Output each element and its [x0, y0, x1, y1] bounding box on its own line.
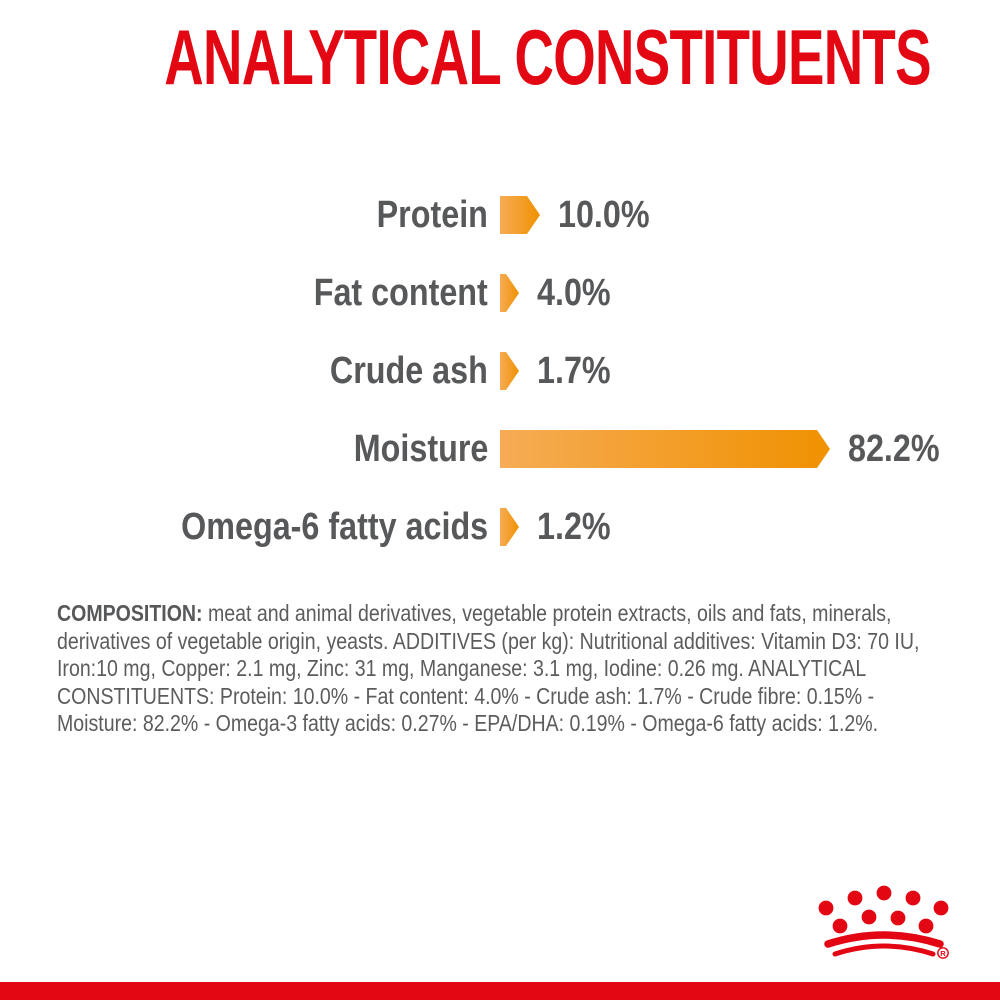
row-label: Crude ash — [330, 350, 488, 392]
row-bar — [500, 196, 540, 234]
row-bar — [500, 274, 519, 312]
row-bar — [500, 352, 519, 390]
composition-body: meat and animal derivatives, vegetable p… — [57, 600, 920, 736]
page-title: ANALYTICAL CONSTITUENTS — [0, 18, 1000, 96]
chart-row: Fat content 4.0% — [0, 274, 1000, 312]
row-value: 10.0% — [558, 194, 650, 236]
row-value-cell: 82.2% — [848, 430, 956, 468]
footer-red-bar — [0, 982, 1000, 1000]
chart-row: Moisture 82.2% — [0, 430, 1000, 468]
row-label: Omega-6 fatty acids — [181, 506, 488, 548]
chart-row: Crude ash 1.7% — [0, 352, 1000, 390]
page-title-text: ANALYTICAL CONSTITUENTS — [164, 13, 931, 101]
row-value-cell: 4.0% — [537, 274, 624, 312]
row-label-cell: Protein — [0, 196, 488, 234]
royal-canin-crown-logo: R — [816, 878, 956, 962]
chart-row: Protein 10.0% — [0, 196, 1000, 234]
constituents-chart: Protein 10.0% Fat content 4.0% Crude ash… — [0, 196, 1000, 586]
row-label: Protein — [376, 194, 488, 236]
row-value: 82.2% — [848, 428, 940, 470]
chart-row: Omega-6 fatty acids 1.2% — [0, 508, 1000, 546]
row-label-cell: Crude ash — [0, 352, 488, 390]
row-label: Fat content — [313, 272, 488, 314]
row-value-cell: 10.0% — [558, 196, 666, 234]
row-label-cell: Moisture — [0, 430, 488, 468]
svg-text:R: R — [940, 949, 946, 958]
crown-icon: R — [818, 885, 949, 959]
row-bar — [500, 430, 830, 468]
registered-trademark-icon: R — [937, 947, 949, 959]
row-value-cell: 1.2% — [537, 508, 624, 546]
row-value: 1.2% — [537, 506, 611, 548]
row-value: 1.7% — [537, 350, 611, 392]
row-bar — [500, 508, 519, 546]
row-value-cell: 1.7% — [537, 352, 624, 390]
composition-heading: COMPOSITION: — [57, 600, 203, 626]
row-label-cell: Omega-6 fatty acids — [0, 508, 488, 546]
row-label: Moisture — [353, 428, 488, 470]
row-label-cell: Fat content — [0, 274, 488, 312]
row-value: 4.0% — [537, 272, 611, 314]
composition-paragraph: COMPOSITION: meat and animal derivatives… — [57, 600, 945, 738]
